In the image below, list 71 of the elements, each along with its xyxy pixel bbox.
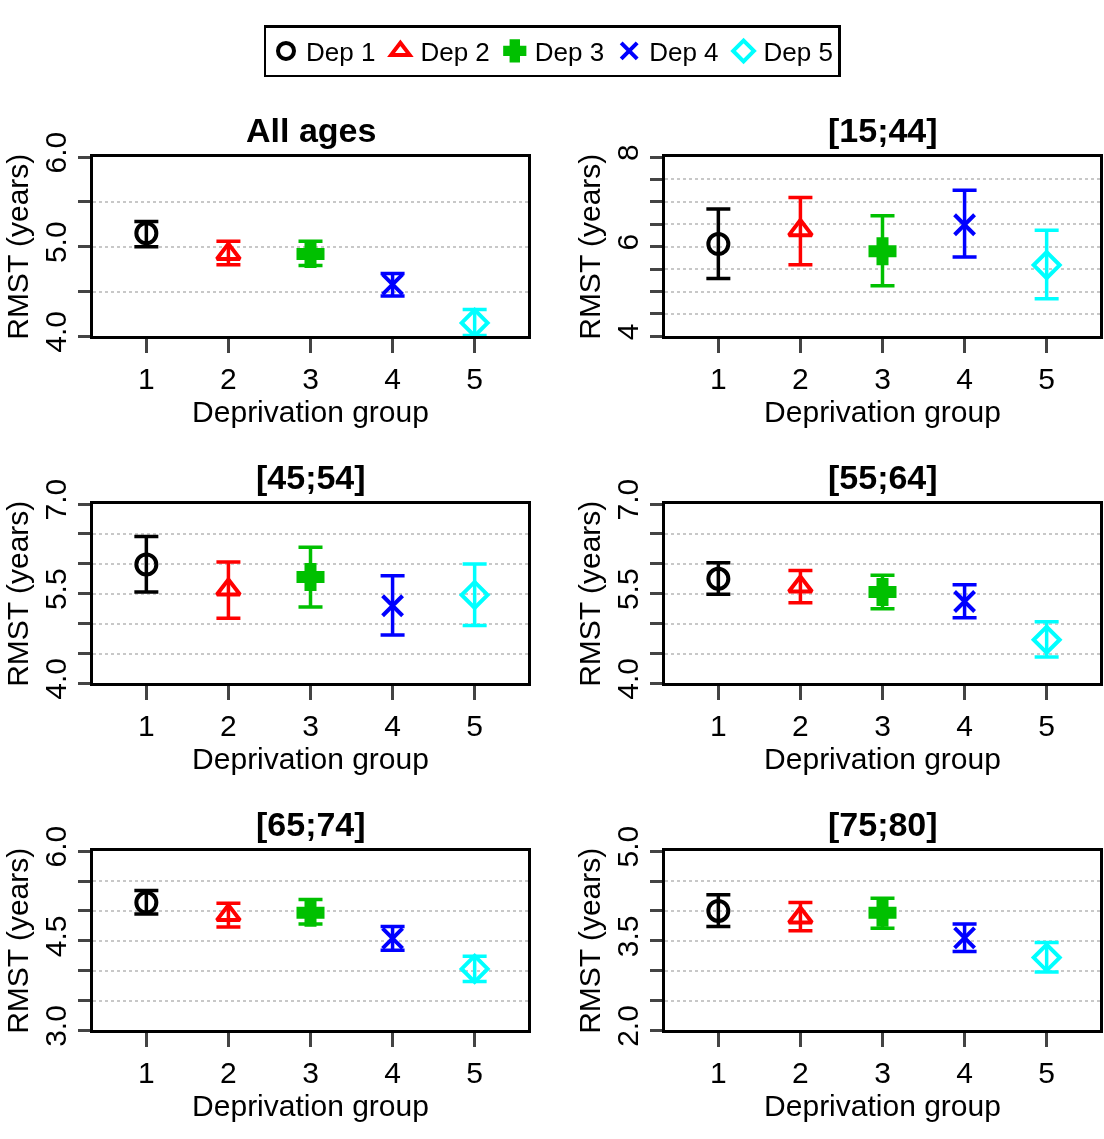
chart-title: [15;44] bbox=[828, 111, 938, 149]
x-tick-label: 1 bbox=[138, 362, 155, 396]
y-tick-label: 7.0 bbox=[611, 478, 645, 521]
x-tick-label: 1 bbox=[710, 1056, 727, 1090]
x-tick-label: 2 bbox=[220, 709, 237, 743]
y-tick-label: 5.0 bbox=[39, 221, 73, 264]
x-tick-label: 4 bbox=[384, 1056, 401, 1090]
x-tick-label: 2 bbox=[792, 1056, 809, 1090]
x-tick-label: 1 bbox=[710, 709, 727, 743]
x-tick-label: 5 bbox=[1038, 1056, 1055, 1090]
legend-label: Dep 5 bbox=[763, 37, 833, 68]
x-tick-label: 4 bbox=[956, 709, 973, 743]
x-tick-label: 2 bbox=[220, 362, 237, 396]
chart-title: [55;64] bbox=[828, 458, 938, 496]
x-tick-label: 3 bbox=[302, 362, 319, 396]
x-tick-label: 3 bbox=[302, 1056, 319, 1090]
x-tick-label: 1 bbox=[138, 709, 155, 743]
legend-label: Dep 2 bbox=[420, 37, 490, 68]
x-tick-label: 1 bbox=[710, 362, 727, 396]
x-tick-label: 3 bbox=[874, 709, 891, 743]
x-tick-label: 5 bbox=[466, 1056, 483, 1090]
chart-title: [45;54] bbox=[256, 458, 366, 496]
chart-title: [75;80] bbox=[828, 805, 938, 843]
y-tick-label: 4.5 bbox=[39, 915, 73, 958]
x-tick-label: 4 bbox=[956, 1056, 973, 1090]
x-tick-label: 3 bbox=[874, 1056, 891, 1090]
y-tick-label: 7.0 bbox=[39, 478, 73, 521]
y-tick-label: 5.5 bbox=[611, 568, 645, 611]
x-tick-label: 5 bbox=[1038, 362, 1055, 396]
y-tick-label: 2.0 bbox=[611, 1005, 645, 1047]
x-tick-label: 4 bbox=[956, 362, 973, 396]
y-axis-title: RMST (years) bbox=[1, 847, 35, 1034]
x-tick-label: 2 bbox=[792, 362, 809, 396]
x-axis-title: Deprivation group bbox=[192, 1089, 429, 1123]
x-tick-label: 2 bbox=[792, 709, 809, 743]
x-tick-label: 1 bbox=[138, 1056, 155, 1090]
y-tick-label: 4.0 bbox=[611, 658, 645, 700]
chart-title: All ages bbox=[246, 111, 377, 149]
y-tick-label: 6.0 bbox=[39, 825, 73, 868]
legend-label: Dep 3 bbox=[534, 37, 605, 68]
x-tick-label: 3 bbox=[874, 362, 891, 396]
y-tick-label: 4.0 bbox=[39, 311, 73, 353]
x-axis-title: Deprivation group bbox=[764, 395, 1001, 429]
x-tick-label: 5 bbox=[466, 362, 483, 396]
x-tick-label: 2 bbox=[220, 1056, 237, 1090]
y-tick-label: 3.0 bbox=[39, 1005, 73, 1047]
x-axis-title: Deprivation group bbox=[192, 742, 429, 776]
y-axis-title: RMST (years) bbox=[1, 153, 35, 340]
legend-label: Dep 4 bbox=[649, 37, 719, 68]
chart-title: [65;74] bbox=[256, 805, 366, 843]
y-axis-title: RMST (years) bbox=[1, 500, 35, 687]
y-tick-label: 6.0 bbox=[39, 131, 73, 174]
y-axis-title: RMST (years) bbox=[573, 500, 607, 687]
y-tick-label: 8 bbox=[611, 144, 645, 161]
y-tick-label: 4.0 bbox=[39, 658, 73, 700]
y-axis-title: RMST (years) bbox=[573, 153, 607, 340]
x-axis-title: Deprivation group bbox=[192, 395, 429, 429]
legend-label: Dep 1 bbox=[306, 37, 376, 68]
y-tick-label: 3.5 bbox=[611, 915, 645, 958]
y-tick-label: 5.5 bbox=[39, 568, 73, 611]
x-tick-label: 5 bbox=[466, 709, 483, 743]
y-tick-label: 6 bbox=[611, 233, 645, 251]
x-tick-label: 3 bbox=[302, 709, 319, 743]
x-axis-title: Deprivation group bbox=[764, 1089, 1001, 1123]
x-tick-label: 5 bbox=[1038, 709, 1055, 743]
x-axis-title: Deprivation group bbox=[764, 742, 1001, 776]
y-tick-label: 4 bbox=[611, 323, 645, 341]
y-tick-label: 5.0 bbox=[611, 825, 645, 868]
x-tick-label: 4 bbox=[384, 709, 401, 743]
x-tick-label: 4 bbox=[384, 362, 401, 396]
y-axis-title: RMST (years) bbox=[573, 847, 607, 1034]
